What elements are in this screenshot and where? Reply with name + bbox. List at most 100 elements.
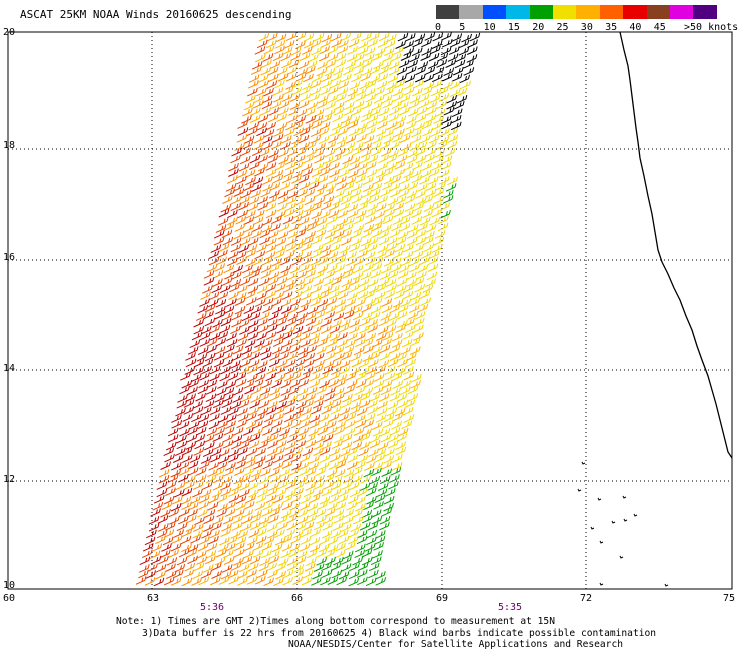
wind-barb-858: [242, 270, 254, 279]
scale-swatch-0: [436, 5, 460, 19]
wind-barb-1398: [290, 413, 302, 422]
wind-barb-1368: [257, 407, 269, 416]
wind-barb-127: [316, 67, 328, 77]
wind-barb-981: [215, 305, 226, 315]
wind-barb-1376: [330, 406, 342, 415]
wind-barb-1251: [384, 372, 396, 382]
wind-barb-1449: [279, 427, 290, 437]
wind-barb-1145: [333, 346, 345, 355]
scale-swatch-7: [599, 5, 624, 19]
wind-barb-1539: [384, 448, 395, 457]
wind-barb-1702: [198, 494, 210, 504]
wind-barb-406: [436, 140, 448, 150]
wind-barb-1976: [313, 563, 325, 572]
wind-barb-1340: [238, 399, 250, 409]
wind-barb-285: [434, 108, 446, 118]
wind-barb-39: [395, 40, 407, 49]
wind-barb-1231: [199, 372, 210, 381]
wind-barb-128: [324, 67, 336, 77]
wind-barb-1336: [203, 400, 215, 409]
wind-barb-1627: [233, 475, 244, 485]
wind-barb-100: [288, 59, 300, 68]
wind-barb-909: [247, 285, 259, 294]
wind-barb-798: [384, 249, 395, 259]
wind-barb-23: [469, 32, 481, 42]
wind-barb-1059: [239, 326, 250, 335]
wind-barb-113: [407, 59, 418, 69]
wind-barb-392: [305, 141, 317, 150]
wind-barb-1605: [268, 468, 280, 477]
wind-barb-1140: [289, 344, 301, 354]
wind-barb-56: [327, 45, 339, 55]
wind-barb-853: [427, 263, 439, 272]
wind-barb-1367: [248, 406, 260, 416]
wind-barb-445: [349, 156, 361, 165]
wind-barb-283: [416, 106, 428, 116]
wind-barb-1007: [222, 311, 234, 321]
wind-barb-1279: [400, 380, 412, 389]
wind-barb-1954: [352, 556, 363, 566]
wind-barb-1325: [342, 393, 353, 403]
wind-barb-1649: [192, 481, 204, 490]
wind-barb-613: [304, 203, 315, 213]
wind-barb-1977: [321, 562, 332, 572]
wind-barb-203: [347, 87, 359, 97]
wind-barb-259: [418, 100, 430, 109]
wind-barb-1984: [145, 570, 156, 579]
wind-barb-1955: [361, 556, 373, 566]
wind-barb-1662: [313, 481, 325, 490]
wind-barb-1415: [208, 420, 220, 430]
wind-barb-1989: [192, 570, 203, 580]
wind-barb-1092: [309, 332, 321, 342]
wind-barb-739: [303, 236, 314, 246]
wind-barb-796: [364, 251, 376, 260]
wind-barb-1111: [254, 339, 265, 348]
lat-label-18: 18: [3, 140, 16, 151]
wind-barb-281: [399, 106, 410, 116]
wind-barb-1590: [372, 461, 384, 471]
wind-barb-487: [292, 169, 303, 179]
wind-barb-420: [342, 148, 354, 157]
wind-barb-736: [275, 237, 287, 247]
wind-barb-1927: [342, 550, 354, 560]
wind-barb-353: [394, 128, 405, 138]
wind-barb-532: [251, 183, 262, 192]
wind-barb-549: [407, 181, 419, 191]
wind-barb-1778: [178, 515, 189, 525]
wind-barb-167: [459, 74, 470, 84]
wind-barb-1887: [218, 543, 229, 553]
wind-barb-1881: [161, 543, 172, 552]
wind-barb-1741: [317, 501, 328, 510]
wind-barb-1046: [349, 319, 360, 328]
wind-barb-46: [458, 39, 470, 49]
wind-barb-637: [292, 209, 304, 219]
wind-barb-1623: [195, 474, 207, 483]
wind-barb-227: [344, 93, 356, 103]
wind-barb-1965: [210, 562, 222, 571]
wind-barb-782: [235, 251, 247, 260]
wind-barb-277: [362, 108, 373, 118]
wind-barb-527: [438, 176, 450, 185]
wind-barb-32: [331, 39, 342, 48]
wind-barb-331: [414, 122, 425, 131]
wind-barb-391: [299, 141, 310, 151]
wind-barb-413: [278, 148, 289, 158]
wind-barb-1533: [329, 447, 340, 457]
footnotes: Note: 1) Times are GMT 2)Times along bot…: [116, 616, 656, 651]
wind-barb-1950: [316, 557, 327, 566]
wind-barb-447: [367, 154, 379, 164]
wind-barb-106: [345, 60, 356, 70]
wind-barb-1669: [377, 482, 389, 491]
wind-barb-1845: [310, 528, 322, 538]
wind-barb-193: [256, 87, 267, 97]
wind-barb-152: [321, 73, 332, 83]
wind-barb-1410: [403, 414, 415, 423]
wind-barb-917: [322, 284, 333, 294]
wind-barb-1474: [267, 433, 279, 443]
wind-barb-536: [288, 182, 299, 192]
wind-barb-843: [334, 264, 345, 273]
wind-barb-1122: [354, 338, 366, 348]
wind-barb-1262: [243, 380, 255, 389]
wind-barb-516: [336, 176, 347, 185]
wind-barb-690: [316, 223, 328, 233]
